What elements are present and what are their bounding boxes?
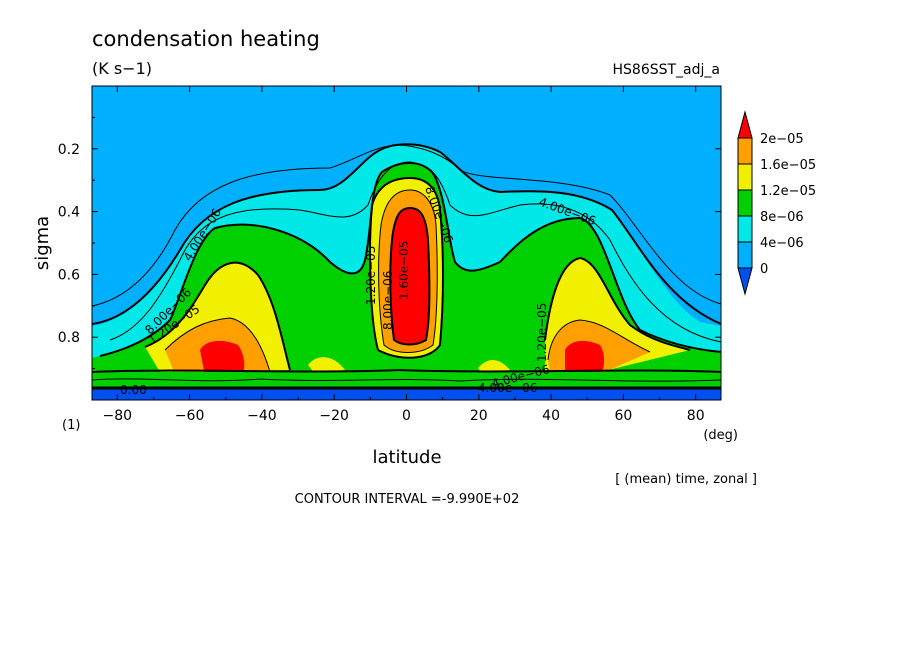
colorbar-label: 2e−05 [760, 132, 804, 147]
y-tick-label: 0.8 [58, 330, 80, 346]
contour-line-6e-06 [109, 161, 721, 343]
colorbar-swatch [737, 215, 753, 243]
x-axis: −80 −60 −40 −20 0 20 40 60 80 [103, 86, 705, 424]
colorbar-upper-triangle [737, 110, 753, 139]
x-tick-label: 80 [687, 408, 705, 424]
x-tick-label: −60 [175, 408, 205, 424]
colorbar-swatch [737, 241, 753, 269]
x-tick-label: 60 [614, 408, 632, 424]
x-tick-label: −40 [247, 408, 277, 424]
chart-title: condensation heating [92, 27, 320, 51]
chart-units: (K s−1) [92, 59, 152, 78]
contour-label: 1.60e−05 [397, 241, 411, 300]
contour-plot: 4.00e−06 8.00e−06 1.20e−05 4.00e−06 8.00… [58, 85, 722, 424]
x-tick-label: −20 [319, 408, 349, 424]
contour-line-8e-06 [99, 162, 721, 357]
filled-contours [92, 86, 721, 400]
colorbar-swatch [737, 189, 753, 217]
contour-line-1-6e-05-equator [378, 189, 438, 353]
x-tick-label: 20 [470, 408, 488, 424]
contour-line-4e-06 [92, 143, 721, 325]
contour-line-1-2e-05-south [144, 261, 291, 371]
y-tick-label: 0.2 [58, 142, 80, 158]
contour-label: 4.00e−06 [478, 381, 537, 395]
colorbar: 0 4e−06 8e−06 1.2e−05 1.6e−05 2e−05 [737, 110, 816, 296]
colorbar-label: 0 [760, 262, 768, 277]
contour-line-2e-05-equator [389, 206, 431, 346]
contour-interval-note: CONTOUR INTERVAL =-9.990E+02 [295, 492, 520, 507]
contour-line-1-6e-05-north [547, 319, 651, 361]
contour-label: 0.00 [120, 383, 147, 397]
colorbar-label: 4e−06 [760, 236, 804, 251]
x-axis-title: latitude [372, 447, 441, 468]
contour-lines [92, 143, 721, 390]
contour-line-near-surface [92, 368, 721, 373]
y-tick-label: 0.6 [58, 267, 80, 283]
colorbar-label: 1.2e−05 [760, 184, 816, 199]
x-axis-units: (deg) [703, 428, 738, 443]
contour-line-1-2e-05-equator [369, 176, 444, 359]
x-tick-label: −80 [103, 408, 133, 424]
contour-line-1-6e-05-south [164, 317, 271, 373]
contour-line-1-2e-05-north [544, 256, 691, 351]
contour-label: 1.20e−05 [535, 303, 549, 362]
x-tick-label: 40 [542, 408, 560, 424]
contour-line-boundary-layer [92, 378, 721, 382]
colorbar-swatch [737, 137, 753, 165]
colorbar-swatch [737, 163, 753, 191]
colorbar-label: 1.6e−05 [760, 158, 816, 173]
y-axis-title: sigma [32, 216, 53, 270]
fill-level-above-2e-05 [200, 208, 605, 376]
averaging-note: [ (mean) time, zonal ] [615, 472, 757, 487]
colorbar-label: 8e−06 [760, 210, 804, 225]
y-axis: 0.2 0.4 0.6 0.8 [58, 116, 721, 370]
x-tick-label: 0 [402, 408, 411, 424]
experiment-name: HS86SST_adj_a [613, 62, 721, 78]
contour-label: 1.20e−05 [364, 246, 378, 305]
colorbar-lower-triangle [737, 267, 753, 296]
contour-label: 8.00e−06 [381, 271, 395, 330]
y-axis-units: (1) [62, 418, 80, 433]
y-tick-label: 0.4 [58, 205, 80, 221]
